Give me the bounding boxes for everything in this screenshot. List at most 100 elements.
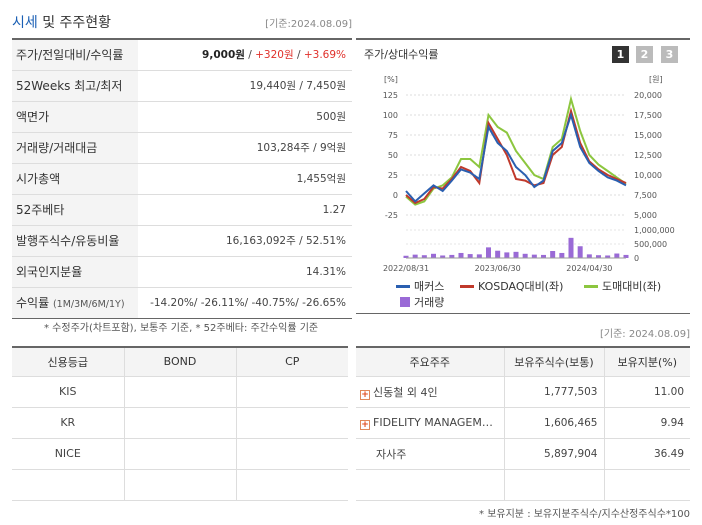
- holder-name-cell[interactable]: + 신동철 외 4인: [356, 376, 505, 408]
- volume-bar: [449, 254, 455, 258]
- holder-name-cell: [356, 469, 505, 501]
- chart-page-3-button[interactable]: 3: [661, 46, 678, 63]
- volume-bar: [568, 237, 574, 258]
- right-tick-label: 20,000: [634, 91, 662, 100]
- x-tick-label: 2023/06/30: [475, 264, 521, 273]
- table-header-row: 신용등급 BOND CP: [12, 347, 348, 377]
- left-tick-label: 25: [388, 171, 398, 180]
- volume-bar: [476, 254, 482, 258]
- holder-pct: 36.49: [604, 438, 690, 470]
- info-value: 1.27: [322, 203, 346, 216]
- column-header: 보유주식수(보통): [504, 347, 605, 377]
- holder-shares: 1,606,465: [504, 407, 605, 439]
- stock-info-table: 주가/전일대비/수익률 9,000원 / +320원 / +3.69% 52We…: [12, 38, 352, 319]
- info-row-par-value: 액면가 500원: [12, 101, 352, 132]
- footnote-bottom: * 보유지분 : 보유지분주식수/지수산정주식수*100: [479, 509, 690, 520]
- returns-label: 수익률: [16, 296, 50, 310]
- volume-bar: [596, 255, 601, 258]
- legend-item-volume: 거래량: [400, 294, 444, 310]
- legend-item-s3: 도매대비(좌): [584, 278, 661, 294]
- current-price: 9,000원: [202, 49, 245, 62]
- x-tick-label: 2022/08/31: [383, 264, 429, 273]
- left-tick-label: -25: [385, 211, 398, 220]
- series-line-1: [405, 111, 627, 203]
- expand-plus-icon[interactable]: +: [360, 389, 370, 400]
- left-tick-label: 0: [393, 191, 398, 200]
- right-tick-label: 5,000: [634, 211, 657, 220]
- title-highlight: 시세: [12, 15, 38, 31]
- left-tick-label: 125: [383, 91, 398, 100]
- volume-bar: [614, 253, 620, 258]
- separator: /: [293, 49, 304, 62]
- holder-shares: 1,777,503: [504, 376, 605, 408]
- info-row-52weeks: 52Weeks 최고/최저 19,440원 / 7,450원: [12, 70, 352, 101]
- table-row: 자사주 5,897,904 36.49: [356, 438, 690, 470]
- right-tick-label: 17,500: [634, 111, 662, 120]
- expand-plus-icon[interactable]: +: [360, 419, 370, 430]
- price-change: +320원: [255, 49, 294, 62]
- reference-date-right: [기준: 2024.08.09]: [599, 329, 690, 340]
- price-rate: +3.69%: [303, 49, 346, 62]
- table-cell: [124, 407, 237, 439]
- right-tick-label: 7,500: [634, 191, 657, 200]
- volume-bar: [504, 252, 510, 258]
- table-cell: [124, 438, 237, 470]
- right-tick-label: 10,000: [634, 171, 662, 180]
- legend-item-s2: KOSDAQ대비(좌): [460, 278, 563, 294]
- holder-name: 신동철 외 4인: [373, 385, 438, 399]
- legend-label: 거래량: [414, 296, 445, 309]
- volume-bar: [421, 255, 427, 258]
- legend-swatch: [460, 284, 474, 288]
- volume-bar: [577, 246, 583, 258]
- legend-label: KOSDAQ대비(좌): [478, 280, 564, 293]
- column-header: CP: [236, 347, 348, 377]
- table-cell: [236, 376, 348, 408]
- footnote-left: * 수정주가(차트포함), 보통주 기준, * 52주베타: 주간수익률 기준: [44, 323, 319, 334]
- separator: /: [244, 49, 256, 62]
- holder-shares: 5,897,904: [504, 438, 605, 470]
- major-shareholders-table: 주요주주 보유주식수(보통) 보유지분(%) + 신동철 외 4인 1,777,5…: [356, 346, 690, 501]
- info-label: 거래량/거래대금: [12, 132, 138, 163]
- volume-bar: [513, 251, 519, 258]
- chart-page-2-button[interactable]: 2: [636, 46, 653, 63]
- holder-name-cell[interactable]: + FIDELITY MANAGEM…: [356, 407, 505, 439]
- info-value: 16,163,092주 / 52.51%: [225, 235, 346, 247]
- info-label: 액면가: [12, 101, 138, 132]
- legend-swatch: [396, 284, 410, 288]
- reference-date: [기준:2024.08.09]: [265, 19, 352, 30]
- table-row: KR: [12, 407, 348, 439]
- table-cell: [124, 376, 237, 408]
- section-header: 시세 및 주주현황 [기준:2024.08.09]: [12, 10, 352, 36]
- column-header: 신용등급: [12, 347, 125, 377]
- returns-value: -14.20%/ -26.11%/ -40.75%/ -26.65%: [150, 296, 346, 309]
- table-cell: [236, 407, 348, 439]
- info-label: 발행주식수/유동비율: [12, 225, 138, 256]
- volume-tick-label: 500,000: [634, 240, 667, 249]
- table-cell: [236, 469, 348, 501]
- holder-pct: 11.00: [604, 376, 690, 408]
- info-value: 14.31%: [305, 265, 346, 278]
- chart-page-1-button[interactable]: 1: [612, 46, 629, 63]
- info-row-volume: 거래량/거래대금 103,284주 / 9억원: [12, 132, 352, 163]
- column-header: BOND: [124, 347, 237, 377]
- volume-bar: [586, 254, 592, 258]
- info-label: 외국인지분율: [12, 256, 138, 287]
- legend-label: 도매대비(좌): [602, 280, 662, 293]
- volume-bar: [541, 254, 546, 258]
- info-row-shares: 발행주식수/유동비율 16,163,092주 / 52.51%: [12, 225, 352, 256]
- table-row: KIS: [12, 376, 348, 408]
- table-row: NICE: [12, 438, 348, 470]
- info-label: 수익률 (1M/3M/6M/1Y): [12, 287, 138, 318]
- volume-bar: [403, 255, 409, 258]
- info-label: 52Weeks 최고/최저: [12, 70, 138, 101]
- info-label: 52주베타: [12, 194, 138, 225]
- price-value: 9,000원 / +320원 / +3.69%: [138, 39, 352, 70]
- volume-bar: [559, 252, 565, 258]
- volume-bar: [486, 247, 491, 258]
- table-cell: [236, 438, 348, 470]
- info-label: 시가총액: [12, 163, 138, 194]
- volume-bar: [431, 253, 436, 258]
- column-header: 주요주주: [356, 347, 505, 377]
- volume-bar: [412, 254, 418, 258]
- x-tick-label: 2024/04/30: [566, 264, 612, 273]
